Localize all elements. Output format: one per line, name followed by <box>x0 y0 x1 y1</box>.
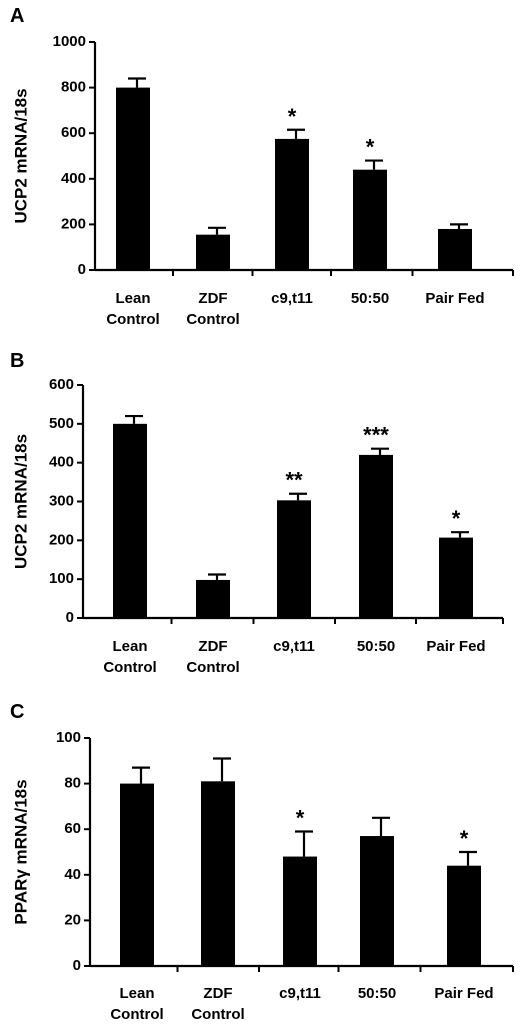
significance-marker: * <box>452 506 461 531</box>
significance-marker: * <box>296 805 305 830</box>
significance-marker: * <box>288 104 297 129</box>
category-label: 50:50 <box>351 290 389 307</box>
bar-1 <box>113 423 147 618</box>
y-tick-label: 0 <box>78 261 86 278</box>
y-tick-label: 400 <box>49 454 74 471</box>
y-axis-label: UCP2 mRNA/18s <box>11 88 30 223</box>
bar-2 <box>201 781 235 966</box>
category-label: ZDF <box>203 985 232 1002</box>
bar-5 <box>439 537 473 618</box>
panel-label: A <box>10 5 24 27</box>
panel-label: C <box>10 701 24 723</box>
bar-3 <box>275 138 309 270</box>
category-label: 50:50 <box>358 985 396 1002</box>
category-label: Control <box>186 311 239 328</box>
significance-marker: ** <box>285 468 303 493</box>
y-tick-label: 1000 <box>53 33 86 50</box>
category-label: Control <box>110 1006 163 1023</box>
category-label: Control <box>106 311 159 328</box>
y-tick-label: 60 <box>64 820 81 837</box>
chart-panel-b: B UCP2 mRNA/18s 0 100 200 300 400 500 600 Lean Con… <box>10 350 504 676</box>
category-label: Lean <box>115 290 150 307</box>
category-label: Control <box>191 1006 244 1023</box>
panel-label: B <box>10 350 24 372</box>
y-tick-label: 800 <box>61 79 86 96</box>
y-tick-label: 0 <box>66 609 74 626</box>
category-label: c9,t11 <box>279 985 321 1002</box>
category-label: c9,t11 <box>271 290 313 307</box>
y-axis-label: UCP2 mRNA/18s <box>11 434 30 569</box>
significance-marker: * <box>460 826 469 851</box>
category-label: Pair Fed <box>434 985 493 1002</box>
y-tick-label: 40 <box>64 866 81 883</box>
bar-1 <box>116 87 150 270</box>
category-label: Pair Fed <box>426 638 485 655</box>
bar-1 <box>120 783 154 966</box>
y-tick-label: 0 <box>73 957 81 974</box>
bar-4 <box>359 454 393 618</box>
category-label: Control <box>103 659 156 676</box>
chart-panel-c: C PPARγ mRNA/18s 0 20 40 60 80 100 Lean Control ZD… <box>10 701 514 1023</box>
y-axis-label: PPARγ mRNA/18s <box>11 779 30 924</box>
bar-3 <box>283 856 317 966</box>
y-tick-label: 500 <box>49 415 74 432</box>
y-tick-label: 80 <box>64 775 81 792</box>
category-label: Control <box>186 659 239 676</box>
bar-5 <box>438 228 472 270</box>
y-tick-label: 200 <box>61 215 86 232</box>
chart-panel-a: A UCP2 mRNA/18s 0 200 400 600 800 1000 Lean Contr… <box>10 5 514 328</box>
y-tick-label: 200 <box>49 531 74 548</box>
y-tick-label: 100 <box>56 729 81 746</box>
bar-5 <box>447 865 481 966</box>
category-label: 50:50 <box>357 638 395 655</box>
category-label: ZDF <box>198 638 227 655</box>
y-tick-label: 400 <box>61 170 86 187</box>
bar-2 <box>196 234 230 270</box>
category-label: Lean <box>119 985 154 1002</box>
significance-marker: * <box>366 135 375 160</box>
bar-4 <box>360 836 394 966</box>
y-tick-label: 600 <box>61 124 86 141</box>
category-label: Lean <box>112 638 147 655</box>
significance-marker: *** <box>363 423 389 448</box>
y-tick-label: 20 <box>64 911 81 928</box>
y-tick-label: 100 <box>49 570 74 587</box>
bar-3 <box>277 500 311 618</box>
y-tick-label: 600 <box>49 376 74 393</box>
bar-2 <box>196 579 230 618</box>
category-label: Pair Fed <box>425 290 484 307</box>
category-label: ZDF <box>198 290 227 307</box>
category-label: c9,t11 <box>273 638 315 655</box>
bar-4 <box>353 169 387 270</box>
y-tick-label: 300 <box>49 492 74 509</box>
